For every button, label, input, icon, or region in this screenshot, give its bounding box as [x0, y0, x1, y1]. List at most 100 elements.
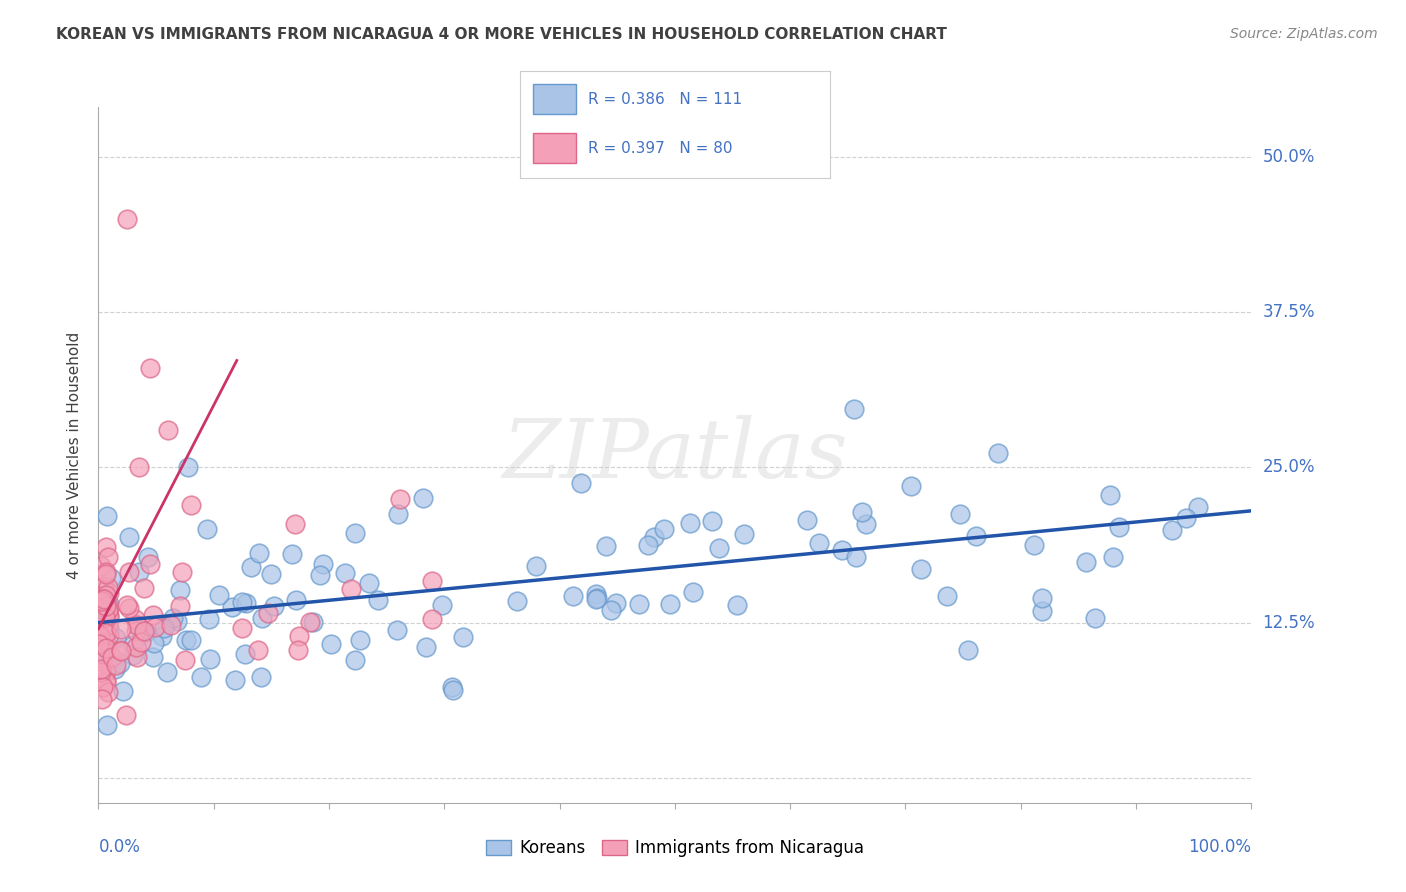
Point	[319, 637, 342, 651]
Point	[87, 589, 110, 603]
Point	[247, 546, 270, 560]
Point	[96, 599, 118, 614]
Point	[259, 567, 281, 582]
Point	[682, 584, 704, 599]
Point	[93, 579, 115, 593]
Point	[132, 581, 155, 595]
Point	[180, 498, 202, 512]
Point	[224, 673, 246, 688]
Point	[250, 670, 273, 684]
Point	[153, 620, 176, 634]
Point	[643, 531, 665, 545]
Point	[678, 516, 700, 530]
Point	[441, 682, 464, 697]
Point	[197, 612, 219, 626]
Point	[910, 562, 932, 576]
Point	[257, 606, 280, 620]
Text: R = 0.397   N = 80: R = 0.397 N = 80	[588, 141, 733, 156]
Point	[725, 599, 748, 613]
Point	[250, 611, 273, 625]
Point	[172, 565, 194, 579]
Point	[94, 626, 117, 640]
Point	[98, 601, 121, 615]
Point	[284, 516, 307, 531]
Y-axis label: 4 or more Vehicles in Household: 4 or more Vehicles in Household	[67, 331, 83, 579]
Point	[385, 624, 408, 638]
Point	[135, 624, 157, 639]
Point	[142, 650, 165, 665]
Point	[1187, 500, 1209, 515]
Point	[987, 446, 1010, 460]
Point	[233, 647, 256, 661]
Point	[128, 460, 150, 475]
Text: 12.5%: 12.5%	[1263, 614, 1315, 632]
Point	[97, 580, 120, 594]
Point	[844, 402, 866, 417]
Text: 25.0%: 25.0%	[1263, 458, 1315, 476]
Point	[89, 645, 111, 659]
Point	[96, 509, 118, 524]
Bar	[533, 84, 576, 114]
Point	[97, 618, 120, 632]
Point	[287, 643, 309, 657]
Point	[110, 643, 132, 657]
Point	[343, 526, 366, 541]
Point	[1102, 549, 1125, 564]
Point	[595, 539, 617, 553]
Point	[1074, 555, 1097, 569]
Point	[309, 567, 332, 582]
Point	[420, 574, 443, 588]
Point	[948, 508, 970, 522]
Point	[94, 589, 117, 603]
Point	[129, 635, 152, 649]
Point	[453, 630, 475, 644]
Point	[302, 615, 325, 629]
Point	[117, 599, 139, 613]
Point	[90, 665, 112, 679]
Point	[94, 609, 117, 624]
Point	[110, 644, 132, 658]
Point	[807, 536, 830, 550]
Point	[367, 593, 389, 607]
Point	[94, 664, 117, 678]
Point	[93, 618, 115, 632]
Point	[506, 593, 529, 607]
Point	[150, 629, 173, 643]
Point	[1099, 488, 1122, 502]
Point	[96, 674, 118, 689]
Point	[1108, 520, 1130, 534]
Point	[94, 565, 117, 579]
Point	[169, 599, 191, 613]
Point	[1024, 538, 1046, 552]
Point	[524, 559, 547, 574]
Point	[143, 636, 166, 650]
Point	[125, 617, 148, 632]
Point	[709, 541, 731, 556]
Point	[340, 582, 363, 597]
Point	[138, 549, 160, 564]
Point	[562, 589, 585, 603]
Point	[1175, 511, 1198, 525]
Point	[190, 670, 212, 684]
Point	[569, 475, 592, 490]
Point	[91, 692, 114, 706]
Point	[585, 592, 607, 607]
Point	[118, 600, 141, 615]
Point	[93, 592, 115, 607]
Point	[1031, 591, 1053, 606]
Point	[299, 615, 322, 629]
Point	[231, 621, 253, 635]
Point	[90, 590, 112, 604]
Point	[412, 491, 434, 506]
Point	[173, 653, 195, 667]
Point	[122, 638, 145, 652]
Point	[169, 582, 191, 597]
Point	[90, 558, 112, 573]
Point	[100, 571, 122, 585]
Point	[91, 592, 114, 607]
Point	[965, 528, 987, 542]
Point	[936, 589, 959, 603]
Point	[387, 507, 409, 521]
Point	[177, 460, 200, 475]
Point	[98, 628, 121, 642]
